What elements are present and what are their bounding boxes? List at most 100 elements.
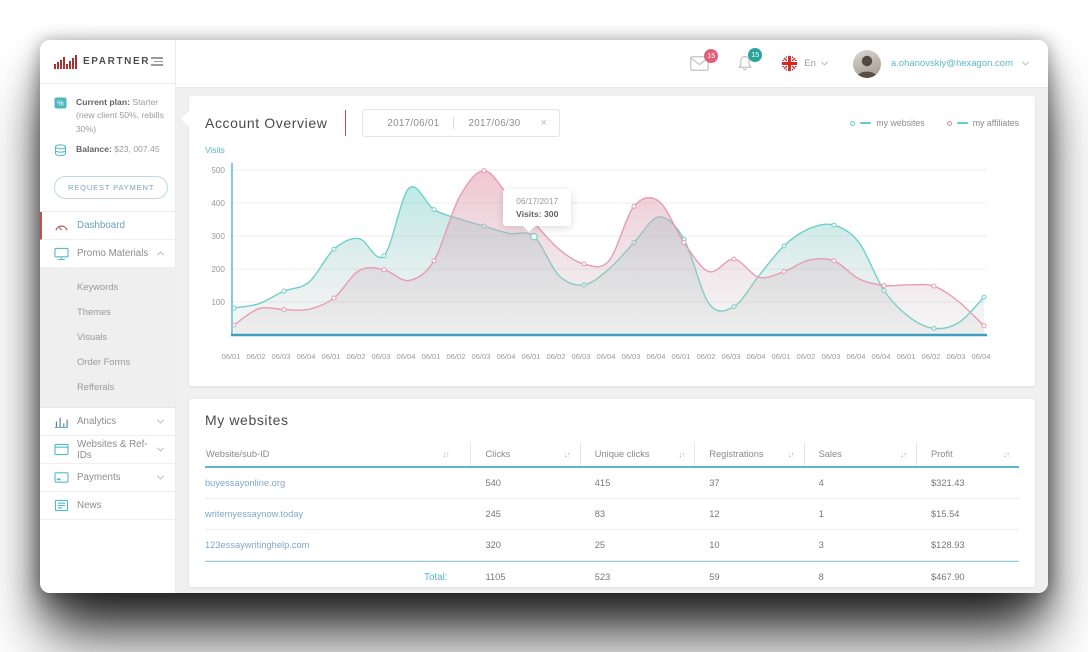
sort-icon[interactable]: ↓↑ [899, 449, 907, 459]
websites-title: My websites [205, 412, 289, 428]
x-tick-label: 06/04 [846, 352, 866, 361]
x-tick-label: 06/02 [346, 352, 366, 361]
website-link[interactable]: writemyessaynow.today [205, 509, 304, 519]
table-row: buyessayonline.org 540 415 37 4 $321.43 [205, 468, 1019, 499]
cell-value: 4 [818, 478, 824, 488]
date-separator [453, 117, 455, 129]
column-header-sales: Sales ↓↑ [805, 442, 917, 466]
highlighted-point [530, 232, 538, 241]
date-from[interactable]: 2017/06/01 [387, 117, 440, 129]
plan-detail: (new client 50%, rebills 30%) [76, 110, 164, 134]
date-to[interactable]: 2017/06/30 [468, 117, 521, 129]
sidebar-item-label: Promo Materials [77, 248, 149, 260]
cell-value: 245 [485, 509, 501, 519]
sidebar-item-news[interactable]: News [40, 492, 175, 521]
language-label: En [804, 58, 816, 69]
sort-icon[interactable]: ↓↑ [442, 449, 449, 459]
bell-icon [738, 56, 752, 71]
menu-toggle-icon[interactable] [151, 55, 163, 68]
x-tick-label: 06/04 [746, 352, 766, 361]
x-tick-label: 06/04 [296, 352, 316, 361]
sidebar-item-label: News [77, 500, 102, 512]
legend-line-icon [956, 122, 968, 124]
sort-icon[interactable]: ↓↑ [678, 449, 685, 459]
clear-dates-icon[interactable]: × [540, 117, 547, 129]
x-tick-label: 06/02 [921, 352, 941, 361]
submenu-item-refferals[interactable]: Refferals [77, 381, 115, 393]
x-axis-labels: 06/01 06/02 06/03 06/04 06/01 06/02 06/03 06/04… [205, 352, 1019, 366]
browser-icon [54, 443, 69, 456]
x-tick-label: 06/03 [821, 352, 841, 361]
submenu-item-keywords[interactable]: Keywords [77, 281, 119, 293]
submenu-promo-materials: Keywords Themes Visuals Order Forms Refferal… [40, 268, 175, 409]
x-tick-label: 06/01 [521, 352, 541, 361]
sidebar-item-label: Payments [77, 472, 121, 484]
submenu-item-visuals[interactable]: Visuals [77, 331, 108, 343]
legend-item-my-websites[interactable]: my websites [850, 118, 925, 128]
notifications-button[interactable]: 15 [737, 48, 763, 72]
sort-icon[interactable]: ↓↑ [563, 449, 571, 459]
uk-flag-icon [782, 55, 798, 72]
mail-badge: 15 [704, 49, 719, 63]
sidebar-item-dashboard[interactable]: Dashboard [40, 212, 175, 241]
legend-marker-icon [946, 120, 952, 126]
balance-value: $23, 007.45 [114, 143, 160, 154]
website-link[interactable]: 123essaywritinghelp.com [205, 540, 310, 550]
gauge-icon [54, 219, 69, 232]
cell-value: 10 [709, 540, 720, 550]
cell-value: 3 [818, 540, 824, 550]
tooltip-value: Visits: 300 [516, 208, 559, 219]
total-value: 523 [594, 572, 611, 582]
request-payment-button[interactable]: REQUEST PAYMENT [54, 176, 169, 200]
column-header-clicks: Clicks ↓↑ [471, 442, 581, 466]
account-email[interactable]: a.ohanovskiy@hexagon.com [890, 58, 1013, 69]
sidebar: EPARTNER % Current plan: Starter (new cl… [40, 40, 176, 593]
column-header-website-sub-id: Website/sub-ID ↓↑ [205, 442, 472, 466]
cell-value: 320 [485, 540, 501, 550]
x-tick-label: 06/02 [246, 352, 266, 361]
account-chevron-icon[interactable] [1021, 58, 1030, 66]
svg-text:%: % [57, 99, 64, 108]
sidebar-item-analytics[interactable]: Analytics [40, 408, 175, 437]
y-tick-label: 100 [211, 297, 225, 307]
submenu-item-themes[interactable]: Themes [77, 306, 111, 318]
legend-item-my-affiliates[interactable]: my affiliates [946, 118, 1019, 128]
tooltip-date: 06/17/2017 [516, 195, 559, 206]
title-divider [345, 110, 347, 136]
x-tick-label: 06/04 [496, 352, 516, 361]
cell-value: $128.93 [930, 540, 965, 550]
monitor-icon [54, 247, 69, 261]
x-tick-label: 06/01 [671, 352, 691, 361]
x-tick-label: 06/03 [946, 352, 966, 361]
avatar[interactable] [852, 49, 881, 78]
cell-value: $15.54 [930, 509, 960, 519]
sidebar-item-payments[interactable]: Payments [40, 464, 175, 493]
my-websites-card: My websites Website/sub-ID ↓↑ Clicks ↓↑ Uniq… [189, 399, 1035, 587]
cell-value: 83 [594, 509, 606, 519]
language-selector[interactable]: En [781, 55, 828, 72]
x-tick-label: 06/01 [321, 352, 341, 361]
column-header-profit: Profit ↓↑ [930, 449, 1010, 459]
cell-value: $321.43 [930, 478, 965, 488]
total-value: 59 [709, 572, 720, 582]
y-axis-title: Visits [205, 145, 225, 155]
chevron-down-icon [820, 58, 828, 66]
x-tick-label: 06/04 [396, 352, 416, 361]
sort-icon[interactable]: ↓↑ [787, 449, 795, 459]
sort-icon[interactable]: ↓↑ [1003, 449, 1010, 459]
website-link[interactable]: buyessayonline.org [205, 478, 286, 488]
bar-chart-icon [54, 415, 69, 429]
y-tick-label: 500 [211, 165, 225, 175]
submenu-item-order-forms[interactable]: Order Forms [77, 356, 131, 368]
plan-block: % Current plan: Starter (new client 50%,… [40, 84, 175, 172]
x-tick-label: 06/03 [621, 352, 641, 361]
sidebar-item-promo-materials[interactable]: Promo Materials [40, 240, 175, 269]
date-range-picker[interactable]: 2017/06/01 2017/06/30 × [362, 109, 560, 137]
cell-value: 1 [818, 509, 824, 519]
column-header-registrations: Registrations ↓↑ [695, 442, 805, 466]
mail-button[interactable]: 15 [690, 49, 719, 71]
sidebar-item-websites-ref-ids[interactable]: Websites & Ref-IDs [40, 436, 175, 465]
chevron-down-icon [156, 416, 165, 424]
total-value: 8 [818, 572, 824, 582]
x-tick-label: 06/01 [896, 352, 916, 361]
